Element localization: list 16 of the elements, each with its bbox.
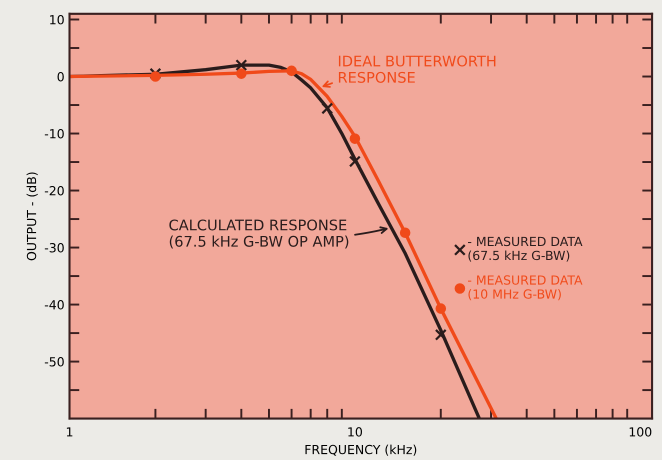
x-tick-label: 100 [630,427,652,437]
text: CALCULATED RESPONSE (67.5 kHz G-BW OP AMP) [169,219,348,249]
series-label: IDEAL BUTTERWORTH RESPONSE [338,56,496,83]
y-axis-title: OUTPUT - (dB) [26,172,38,260]
x-tick-label: 10 [348,427,362,437]
y-tick-label: 0 [58,72,64,82]
legend-label: - MEASURED DATA (67.5 kHz G-BW) [468,236,582,262]
y-tick-label: -30 [44,243,64,252]
y-tick-label: -40 [44,300,64,310]
x-tick-label: 1 [66,427,72,436]
y-tick-label: 10 [50,14,64,24]
legend-label: - MEASURED DATA (10 MHz G-BW) [468,275,582,300]
y-tick-label: -20 [44,186,64,196]
y-tick-label: -50 [44,357,64,367]
y-tick-label: -10 [44,129,64,138]
x-axis-title: FREQUENCY (kHz) [305,444,416,456]
